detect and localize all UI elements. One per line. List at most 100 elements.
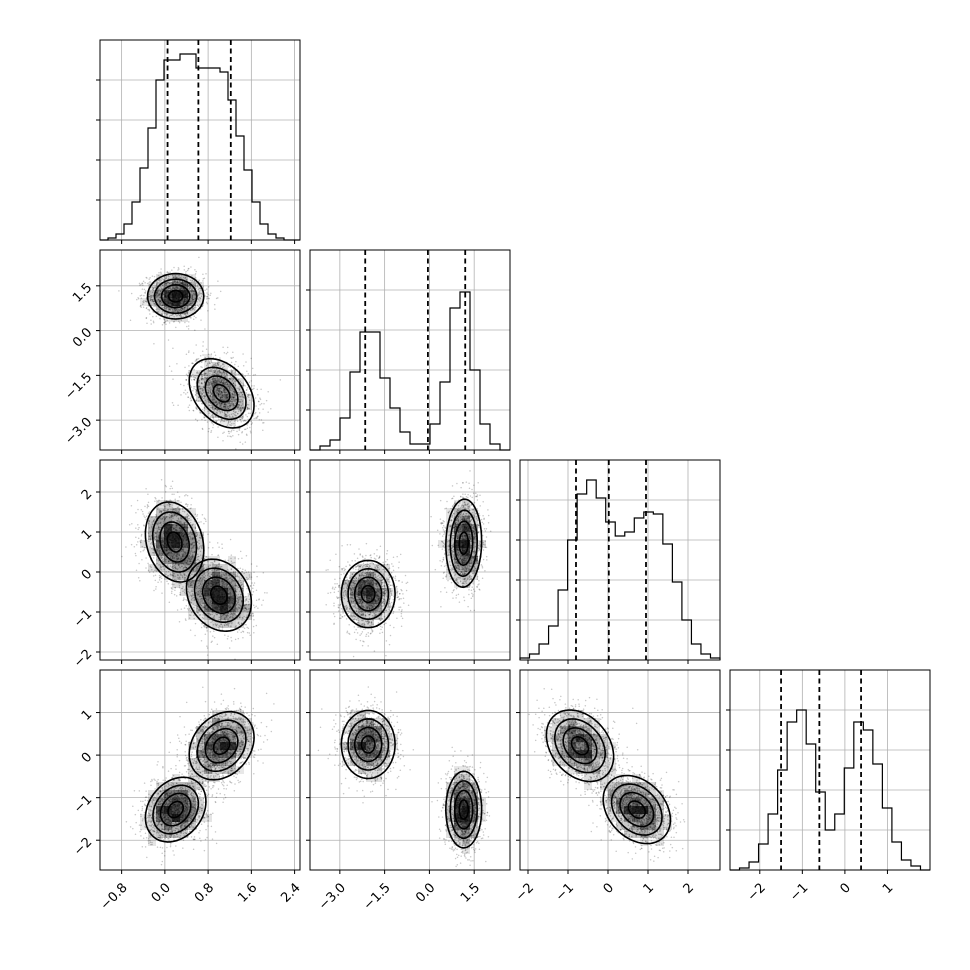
- scatter-point: [162, 509, 165, 511]
- scatter-point: [184, 389, 187, 391]
- scatter-point: [239, 407, 242, 409]
- scatter-point: [217, 393, 220, 395]
- scatter-point: [188, 365, 190, 367]
- scatter-point: [241, 400, 243, 403]
- scatter-point: [175, 286, 177, 289]
- scatter-point: [224, 391, 227, 393]
- scatter-point: [223, 405, 226, 408]
- scatter-point: [209, 386, 212, 389]
- scatter-point: [172, 515, 174, 518]
- scatter-point: [172, 282, 174, 284]
- scatter-point: [172, 310, 175, 312]
- scatter-point: [193, 579, 195, 582]
- scatter-point: [227, 421, 230, 423]
- scatter-point: [229, 406, 232, 408]
- scatter-point: [176, 276, 178, 279]
- scatter-point: [151, 300, 153, 303]
- scatter-point: [196, 285, 199, 288]
- scatter-point: [163, 518, 166, 521]
- scatter-point: [195, 406, 197, 408]
- scatter-point: [230, 425, 232, 427]
- scatter-point: [155, 535, 158, 537]
- scatter-point: [217, 392, 220, 395]
- scatter-point: [218, 361, 220, 364]
- scatter-point: [218, 410, 221, 413]
- scatter-point: [169, 487, 171, 490]
- scatter-point: [139, 284, 141, 286]
- scatter-point: [139, 305, 142, 307]
- scatter-point: [173, 266, 175, 269]
- scatter-point: [177, 518, 180, 520]
- scatter-point: [174, 280, 177, 283]
- scatter-point: [169, 308, 171, 310]
- scatter-point: [257, 415, 259, 417]
- scatter-point: [145, 300, 148, 302]
- scatter-point: [152, 557, 155, 559]
- scatter-point: [145, 276, 147, 279]
- scatter-point: [222, 382, 224, 384]
- scatter-point: [159, 278, 161, 280]
- scatter-point: [211, 384, 213, 387]
- scatter-point: [201, 547, 203, 550]
- scatter-point: [141, 282, 144, 285]
- scatter-point: [192, 293, 194, 295]
- scatter-point: [165, 283, 167, 286]
- scatter-point: [227, 405, 230, 408]
- scatter-point: [169, 503, 171, 506]
- scatter-point: [212, 419, 215, 421]
- scatter-point: [198, 542, 201, 545]
- scatter-point: [217, 410, 219, 412]
- scatter-point: [188, 304, 190, 306]
- scatter-point: [215, 297, 218, 300]
- scatter-point: [231, 388, 234, 391]
- scatter-point: [130, 505, 133, 507]
- scatter-point: [203, 391, 205, 394]
- scatter-point: [243, 428, 246, 431]
- scatter-point: [198, 380, 200, 382]
- scatter-point: [194, 283, 196, 285]
- scatter-point: [199, 399, 202, 402]
- scatter-point: [218, 401, 221, 404]
- scatter-point: [169, 287, 172, 289]
- scatter-point: [169, 308, 171, 311]
- scatter-point: [152, 320, 155, 322]
- scatter-point: [192, 537, 194, 540]
- scatter-point: [198, 291, 201, 294]
- scatter-point: [182, 554, 184, 556]
- scatter-point: [217, 395, 220, 398]
- scatter-point: [208, 362, 211, 365]
- scatter-point: [211, 407, 214, 409]
- scatter-point: [141, 545, 144, 548]
- scatter-point: [163, 321, 165, 324]
- scatter-point: [204, 328, 206, 330]
- scatter-point: [200, 295, 203, 298]
- scatter-point: [197, 553, 199, 556]
- scatter-point: [212, 385, 215, 387]
- scatter-point: [212, 381, 215, 383]
- scatter-point: [201, 403, 203, 405]
- scatter-point: [195, 399, 197, 402]
- scatter-point: [228, 388, 231, 390]
- scatter-point: [230, 429, 233, 432]
- scatter-point: [163, 505, 166, 508]
- scatter-point: [160, 272, 162, 275]
- density-cell: [212, 362, 220, 370]
- scatter-point: [161, 313, 163, 315]
- scatter-point: [231, 415, 234, 417]
- scatter-point: [200, 392, 202, 394]
- scatter-point: [215, 409, 218, 411]
- scatter-point: [158, 301, 161, 303]
- scatter-point: [218, 403, 221, 405]
- scatter-point: [189, 285, 192, 287]
- scatter-point: [207, 389, 209, 391]
- scatter-point: [231, 371, 233, 374]
- scatter-point: [216, 389, 218, 392]
- scatter-point: [246, 407, 249, 409]
- scatter-point: [194, 391, 197, 393]
- scatter-point: [218, 390, 220, 392]
- scatter-point: [209, 416, 212, 418]
- scatter-point: [194, 360, 197, 362]
- scatter-point: [165, 307, 168, 310]
- scatter-point: [145, 316, 148, 319]
- scatter-point: [232, 400, 234, 402]
